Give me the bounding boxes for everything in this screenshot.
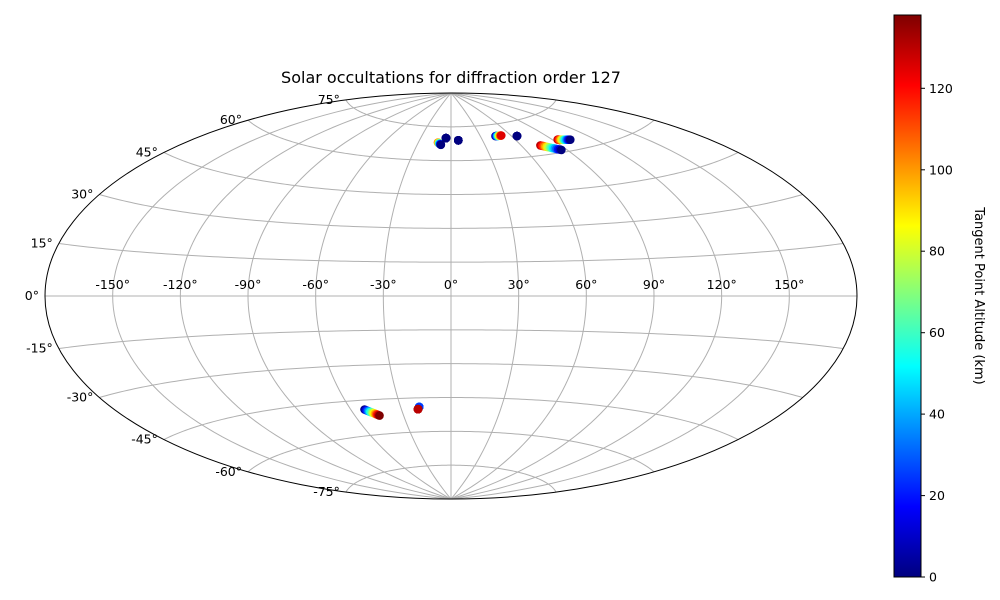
- colorbar: [893, 14, 922, 578]
- parallel-line: [163, 152, 739, 195]
- occultation-point: [497, 131, 506, 140]
- parallel-line: [345, 464, 557, 493]
- occultation-point: [512, 131, 522, 141]
- occultation-point: [413, 404, 423, 414]
- y-tick-label: -60°: [215, 464, 242, 479]
- colorbar-tick-label: 60: [929, 325, 945, 340]
- occultation-point: [454, 136, 463, 145]
- y-tick-label: 15°: [31, 236, 53, 251]
- parallel-line: [247, 119, 655, 162]
- chart-title: Solar occultations for diffraction order…: [281, 68, 621, 87]
- map-boundary: [44, 92, 858, 500]
- y-tick-label: 75°: [318, 92, 340, 107]
- x-tick-label: 150°: [774, 277, 804, 292]
- occultation-point: [441, 133, 451, 143]
- x-tick-label: 30°: [508, 277, 530, 292]
- parallel-line: [163, 397, 739, 440]
- x-tick-label: 60°: [575, 277, 597, 292]
- y-tick-label: -15°: [26, 341, 53, 356]
- occultation-point: [557, 145, 566, 155]
- y-tick-label: 45°: [136, 145, 158, 160]
- graticule: [45, 93, 857, 499]
- parallel-line: [58, 242, 844, 263]
- parallel-line: [58, 329, 844, 350]
- y-tick-label: 0°: [25, 288, 39, 303]
- y-tick-label: 60°: [220, 112, 242, 127]
- parallel-line: [99, 363, 803, 398]
- x-tick-label: 0°: [444, 277, 458, 292]
- longitude-tick-labels: -150° -120° -90° -60° -30° 0° 30° 60° 90° 120° 150…: [95, 277, 804, 292]
- colorbar-tick-label: 40: [929, 407, 945, 422]
- x-tick-label: -30°: [370, 277, 397, 292]
- latitude-tick-labels: -75° -60° -45° -30° -15° 0° 15° 30° 45° 60° 75°: [25, 92, 340, 499]
- colorbar-tick-label: 80: [929, 244, 945, 259]
- occultation-point: [375, 411, 384, 420]
- x-tick-label: -120°: [163, 277, 198, 292]
- colorbar-tick-label: 0: [929, 570, 937, 585]
- y-tick-label: -30°: [67, 390, 94, 405]
- x-tick-label: -60°: [302, 277, 329, 292]
- colorbar-tick-label: 100: [929, 162, 953, 177]
- y-tick-label: 30°: [71, 187, 93, 202]
- occultation-points: [360, 131, 575, 420]
- x-tick-label: -90°: [235, 277, 262, 292]
- parallel-line: [99, 194, 803, 229]
- x-tick-label: -150°: [95, 277, 130, 292]
- parallel-line: [345, 99, 557, 128]
- parallel-line: [247, 430, 655, 473]
- colorbar-ticks: 0 20 40 60 80 100 120: [921, 81, 953, 585]
- y-tick-label: -75°: [313, 484, 340, 499]
- x-tick-label: 90°: [643, 277, 665, 292]
- occultation-point: [436, 140, 446, 150]
- colorbar-tick-label: 20: [929, 488, 945, 503]
- occultation-point: [566, 135, 575, 144]
- colorbar-tick-label: 120: [929, 81, 953, 96]
- y-tick-label: -45°: [131, 432, 158, 447]
- colorbar-label: Tangent Point Altitude (km): [971, 206, 986, 384]
- x-tick-label: 120°: [707, 277, 737, 292]
